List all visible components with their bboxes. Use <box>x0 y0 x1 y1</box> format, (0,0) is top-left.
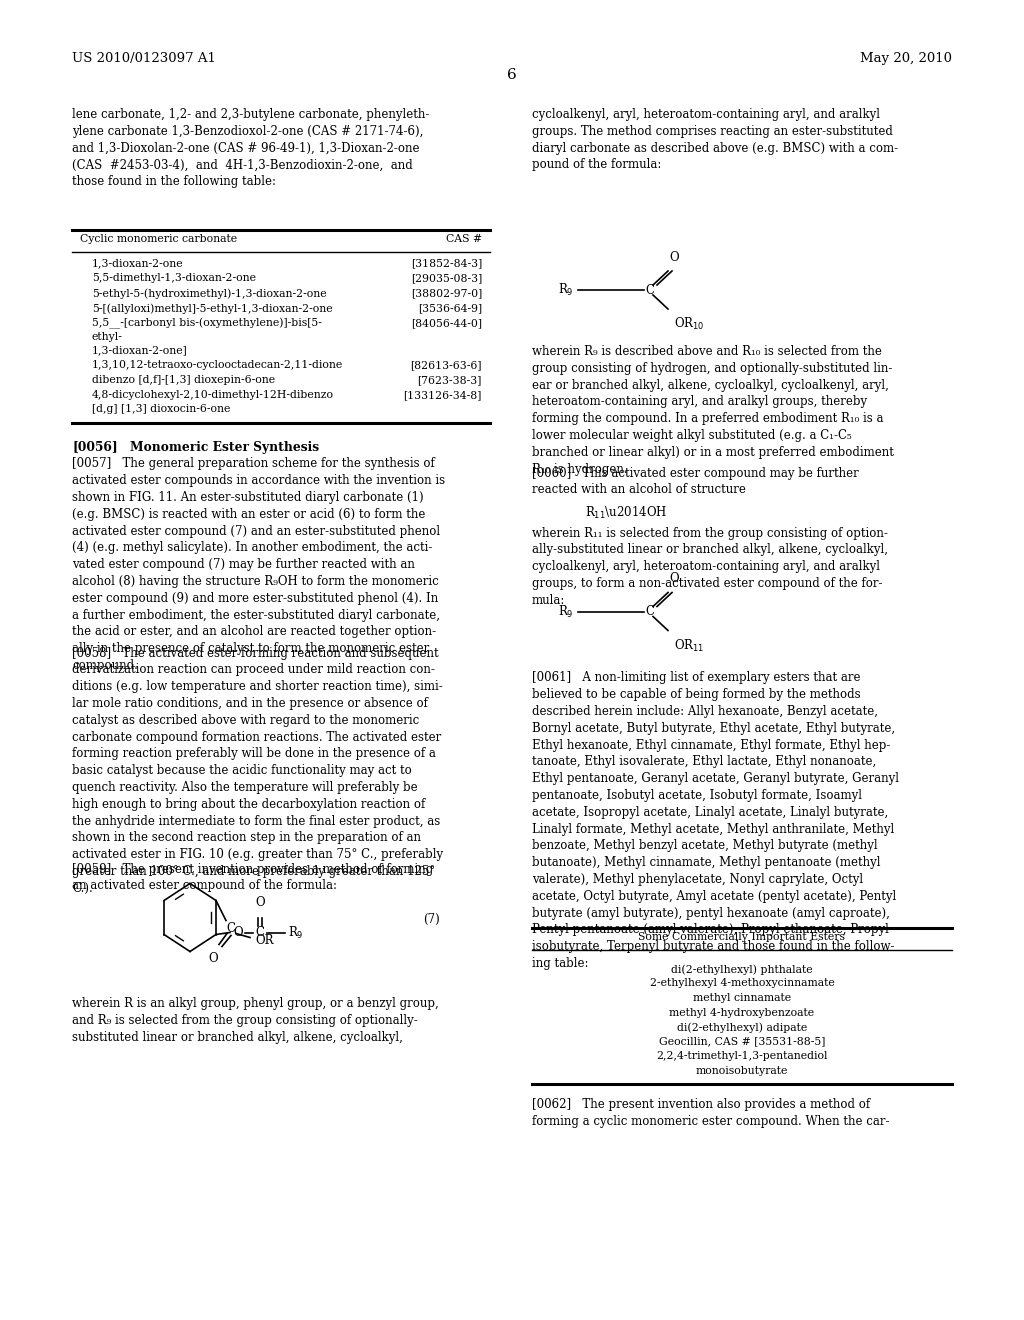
Text: [d,g] [1,3] dioxocin-6-one: [d,g] [1,3] dioxocin-6-one <box>92 404 230 413</box>
Text: [38802-97-0]: [38802-97-0] <box>411 288 482 298</box>
Text: cycloalkenyl, aryl, heteroatom-containing aryl, and aralkyl
groups. The method c: cycloalkenyl, aryl, heteroatom-containin… <box>532 108 898 172</box>
Text: R$_{11}$\u2014OH: R$_{11}$\u2014OH <box>585 504 668 520</box>
Text: 6: 6 <box>507 69 517 82</box>
Text: O: O <box>208 952 218 965</box>
Text: OR: OR <box>255 935 273 946</box>
Text: [0062]   The present invention also provides a method of
forming a cyclic monome: [0062] The present invention also provid… <box>532 1098 890 1127</box>
Text: [84056-44-0]: [84056-44-0] <box>411 318 482 327</box>
Text: OR$_{11}$: OR$_{11}$ <box>674 638 705 653</box>
Text: May 20, 2010: May 20, 2010 <box>860 51 952 65</box>
Text: 4,8-dicyclohexyl-2,10-dimethyl-12H-dibenzo: 4,8-dicyclohexyl-2,10-dimethyl-12H-diben… <box>92 389 334 400</box>
Text: [0059]   The present invention provides a method of forming
an activated ester c: [0059] The present invention provides a … <box>72 862 433 892</box>
Text: [0060]   This activated ester compound may be further
reacted with an alcohol of: [0060] This activated ester compound may… <box>532 466 859 496</box>
Text: Monomeric Ester Synthesis: Monomeric Ester Synthesis <box>130 441 319 454</box>
Text: O: O <box>233 927 243 939</box>
Text: 1,3-dioxan-2-one: 1,3-dioxan-2-one <box>92 257 183 268</box>
Text: C: C <box>226 921 236 935</box>
Text: 5,5__-[carbonyl bis-(oxymethylene)]-bis[5-: 5,5__-[carbonyl bis-(oxymethylene)]-bis[… <box>92 318 322 329</box>
Text: R$_9$: R$_9$ <box>558 603 573 619</box>
Text: C: C <box>645 284 654 297</box>
Text: O: O <box>255 895 265 908</box>
Text: OR$_{10}$: OR$_{10}$ <box>674 315 705 333</box>
Text: wherein R is an alkyl group, phenyl group, or a benzyl group,
and R₉ is selected: wherein R is an alkyl group, phenyl grou… <box>72 998 438 1044</box>
Text: methyl cinnamate: methyl cinnamate <box>693 993 792 1003</box>
Text: [0061]   A non-limiting list of exemplary esters that are
believed to be capable: [0061] A non-limiting list of exemplary … <box>532 672 899 970</box>
Text: dibenzo [d,f]-[1,3] dioxepin-6-one: dibenzo [d,f]-[1,3] dioxepin-6-one <box>92 375 275 385</box>
Text: lene carbonate, 1,2- and 2,3-butylene carbonate, phenyleth-
ylene carbonate 1,3-: lene carbonate, 1,2- and 2,3-butylene ca… <box>72 108 429 189</box>
Text: [133126-34-8]: [133126-34-8] <box>403 389 482 400</box>
Text: di(2-ethylhexyl) adipate: di(2-ethylhexyl) adipate <box>677 1022 807 1032</box>
Text: [29035-08-3]: [29035-08-3] <box>411 273 482 282</box>
Text: R$_9$: R$_9$ <box>288 924 303 941</box>
Text: wherein R₉ is described above and R₁₀ is selected from the
group consisting of h: wherein R₉ is described above and R₁₀ is… <box>532 345 894 475</box>
Text: 1,3-dioxan-2-one]: 1,3-dioxan-2-one] <box>92 345 187 355</box>
Text: (7): (7) <box>423 912 440 925</box>
Text: 5,5-dimethyl-1,3-dioxan-2-one: 5,5-dimethyl-1,3-dioxan-2-one <box>92 273 256 282</box>
Text: Geocillin, CAS # [35531-88-5]: Geocillin, CAS # [35531-88-5] <box>658 1036 825 1047</box>
Text: wherein R₁₁ is selected from the group consisting of option-
ally-substituted li: wherein R₁₁ is selected from the group c… <box>532 527 888 607</box>
Text: [7623-38-3]: [7623-38-3] <box>418 375 482 385</box>
Text: monoisobutyrate: monoisobutyrate <box>696 1065 788 1076</box>
Text: [0056]: [0056] <box>72 441 118 454</box>
Text: 1,3,10,12-tetraoxo-cyclooctadecan-2,11-dione: 1,3,10,12-tetraoxo-cyclooctadecan-2,11-d… <box>92 360 343 370</box>
Text: 5-ethyl-5-(hydroximethyl)-1,3-dioxan-2-one: 5-ethyl-5-(hydroximethyl)-1,3-dioxan-2-o… <box>92 288 327 298</box>
Text: Cyclic monomeric carbonate: Cyclic monomeric carbonate <box>80 234 238 244</box>
Text: R$_9$: R$_9$ <box>558 282 573 298</box>
Text: CAS #: CAS # <box>445 234 482 244</box>
Text: O: O <box>670 251 679 264</box>
Text: [31852-84-3]: [31852-84-3] <box>411 257 482 268</box>
Text: C: C <box>255 927 264 939</box>
Text: di(2-ethylhexyl) phthalate: di(2-ethylhexyl) phthalate <box>671 964 813 974</box>
Text: 5-[(allyloxi)methyl]-5-ethyl-1,3-dioxan-2-one: 5-[(allyloxi)methyl]-5-ethyl-1,3-dioxan-… <box>92 304 333 314</box>
Text: C: C <box>645 605 654 618</box>
Text: ethyl-: ethyl- <box>92 331 123 342</box>
Text: [0058]   The activated ester forming reaction and subsequent
derivatization reac: [0058] The activated ester forming react… <box>72 647 443 895</box>
Text: [82613-63-6]: [82613-63-6] <box>411 360 482 370</box>
Text: Some Commercially Important Esters: Some Commercially Important Esters <box>639 932 846 942</box>
Text: 2-ethylhexyl 4-methoxycinnamate: 2-ethylhexyl 4-methoxycinnamate <box>649 978 835 989</box>
Text: 2,2,4-trimethyl-1,3-pentanediol: 2,2,4-trimethyl-1,3-pentanediol <box>656 1051 827 1061</box>
Text: O: O <box>670 573 679 586</box>
Text: [0057]   The general preparation scheme for the synthesis of
activated ester com: [0057] The general preparation scheme fo… <box>72 458 445 672</box>
Text: methyl 4-hydroxybenzoate: methyl 4-hydroxybenzoate <box>670 1007 814 1018</box>
Text: [3536-64-9]: [3536-64-9] <box>418 304 482 313</box>
Text: US 2010/0123097 A1: US 2010/0123097 A1 <box>72 51 216 65</box>
